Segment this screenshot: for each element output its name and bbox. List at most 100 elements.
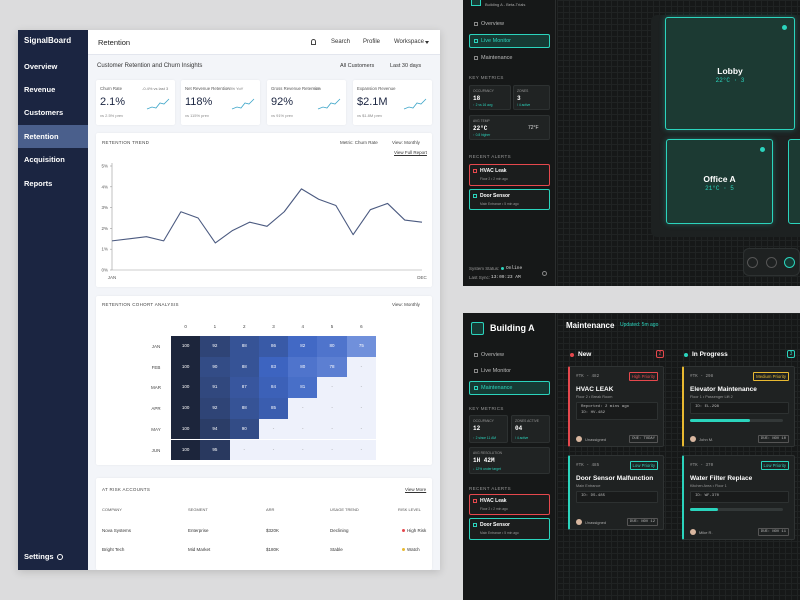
alert-icon — [473, 194, 477, 198]
metric-card: OCCUPANCY 18 ↑ 2 vs 16 avg — [469, 85, 511, 110]
section-label: RECENT ALERTS — [469, 154, 512, 159]
table-cell: $180K — [266, 547, 280, 552]
table-cell: $320K — [266, 528, 280, 533]
cohort-cell: - — [346, 398, 376, 419]
column-name: In Progress — [692, 351, 728, 358]
ticket-location: Floor 2 • Break Room — [576, 395, 613, 399]
subtitle: Customer Retention and Churn Insights — [97, 63, 203, 69]
column-count: 3 — [787, 350, 795, 358]
site-name: Building A - Beta-Trials — [485, 2, 526, 7]
top-link[interactable]: Search — [331, 39, 351, 45]
assignee: John M. — [699, 437, 714, 442]
map-tool[interactable] — [747, 257, 758, 268]
settings-link[interactable]: Settings — [24, 552, 54, 561]
risk-dot — [402, 548, 405, 551]
main: Retention Search Profile Workspace Customer … — [88, 30, 440, 570]
kpi-label: Gross Revenue Retention — [271, 86, 321, 91]
map-tool[interactable] — [784, 257, 795, 268]
brand: SignalBoard — [24, 36, 72, 45]
cohort-cell: - — [317, 377, 347, 399]
nav-item[interactable]: Live Monitor — [481, 37, 511, 44]
y-tick-label: 4% — [101, 184, 108, 189]
room-name: Lobby — [717, 65, 743, 76]
cohort-cell: 83 — [258, 356, 289, 378]
cohort-cell: - — [288, 398, 318, 419]
updated: Updated: 5m ago — [620, 322, 659, 328]
nav-item[interactable]: Revenue — [24, 84, 56, 94]
priority-badge: Low Priority — [760, 461, 789, 470]
nav-active-box — [469, 381, 550, 395]
board: Maintenance Updated: 5m ago New 2 #TK - 482 H… — [557, 313, 800, 600]
cohort-control: View: Monthly — [392, 302, 420, 307]
meta-line: Reported: 2 mins ago — [581, 405, 630, 409]
site-icon — [471, 0, 481, 6]
caret — [425, 41, 429, 44]
avatar — [576, 519, 582, 525]
cohort-cell: 84 — [258, 377, 289, 399]
y-tick-label: 5% — [101, 164, 108, 169]
nav-item[interactable]: Maintenance — [481, 54, 513, 61]
nav-item[interactable]: Acquisition — [24, 155, 65, 165]
nav-item[interactable]: Overview — [24, 61, 58, 71]
due-badge: DUE: NOV 12 — [626, 518, 658, 526]
sidebar: SignalBoard Overview Revenue Customers Reten… — [18, 30, 88, 570]
metric-note: ↑ 0.8 higher — [473, 133, 491, 137]
filter[interactable]: Last 30 days — [390, 63, 422, 69]
cohort-cell: 100 — [171, 439, 201, 461]
y-tick-label: 0% — [101, 268, 108, 273]
cohort-cell: - — [346, 356, 376, 378]
chart-control: View: Monthly — [392, 140, 420, 145]
sparkline-line — [403, 98, 427, 110]
chart-title: RETENTION TREND — [102, 140, 150, 145]
meta-line: ID: HV-482 — [581, 411, 606, 415]
metric-card: AVG TEMP 22°C ↑ 0.8 higher 72°F — [469, 115, 550, 140]
cohort-cell: - — [258, 439, 289, 461]
cohort-cell: - — [317, 418, 347, 440]
cohort-col-label: 3 — [272, 324, 275, 329]
sparkline — [317, 98, 341, 110]
column-dot — [570, 353, 574, 357]
map-tool[interactable] — [766, 257, 777, 268]
cohort-cell: - — [317, 439, 347, 461]
nav-item[interactable]: Overview — [481, 351, 504, 358]
settings-icon — [57, 554, 63, 560]
nav-item[interactable]: Reports — [24, 178, 53, 188]
cohort-cell: - — [288, 439, 318, 461]
sparkline-line — [231, 98, 255, 110]
kpi-value: 118% — [185, 96, 213, 108]
table-cell: Mid Market — [188, 547, 211, 552]
top-link[interactable]: Profile — [363, 39, 381, 45]
ticket-location: Floor 1 • Passenger Lift 2 — [690, 395, 733, 399]
nav-item[interactable]: Retention — [18, 124, 88, 148]
kpi-label: Expansion Revenue — [357, 86, 396, 91]
nav-item[interactable]: Live Monitor — [481, 367, 511, 374]
metric-value: 04 — [515, 425, 523, 432]
nav-item[interactable]: Maintenance — [481, 384, 513, 391]
kpi-label: Net Revenue Retention — [185, 86, 230, 91]
metric-card: AVG RESOLUTION 1H 42M ↓ 12% under target — [469, 447, 550, 474]
cohort-cell: 91 — [200, 377, 230, 399]
chart-link: View Full Report — [394, 150, 427, 155]
kpi-card: Gross Revenue Retention +1% 92% vs 91% prev — [267, 80, 346, 125]
building-monitor: Overview Live Monitor Maintenance KEY METRI… — [463, 0, 800, 286]
sync-value: 13:09:23 AM — [491, 275, 521, 280]
cohort-cell: 81 — [288, 377, 318, 399]
map-toolbar — [743, 248, 800, 276]
nav-item[interactable]: Overview — [481, 20, 504, 27]
table-header: SEGMENT — [188, 507, 208, 512]
floor-map: Lobby 22°C · 3 Office A 21°C · 5 — [557, 0, 800, 286]
maintenance-board: Overview Live Monitor Maintenance KEY METRI… — [463, 313, 800, 600]
cohort-cell: - — [229, 439, 259, 461]
metric-note: / 4 active — [517, 103, 531, 107]
ticket-id: #TK - 482 — [576, 374, 600, 379]
alert-detail: Floor 2 • 2 min ago — [480, 177, 508, 181]
metric-value: 22°C — [473, 125, 488, 132]
board-title: Maintenance — [566, 321, 615, 330]
x-tick-label: JAN — [108, 275, 117, 280]
filter[interactable]: All Customers — [340, 63, 375, 69]
kpi-delta: +1% — [313, 86, 322, 91]
table-header: RISK LEVEL — [398, 507, 421, 512]
dark-sidebar: Overview Live Monitor Maintenance KEY METRI… — [463, 313, 556, 600]
nav-item[interactable]: Customers — [24, 108, 64, 118]
top-link[interactable]: Workspace — [394, 39, 424, 45]
